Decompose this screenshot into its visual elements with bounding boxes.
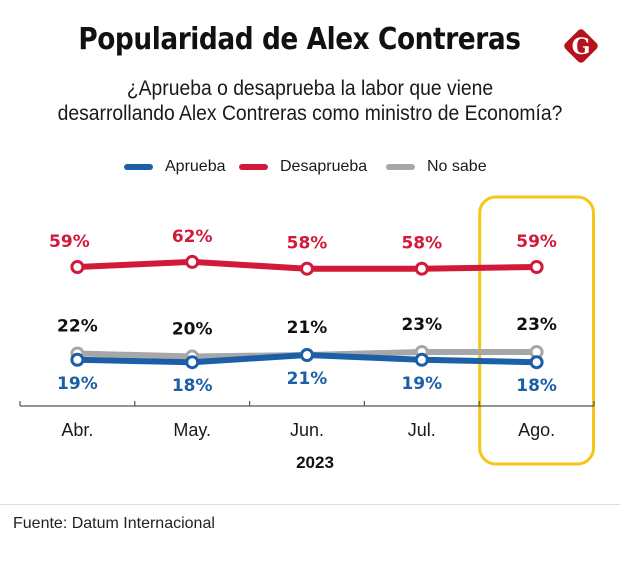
data-point-desaprueba (185, 254, 200, 269)
chart-title: Popularidad de Alex Contreras (78, 22, 521, 57)
data-label-no-sabe: 22% (57, 317, 98, 337)
legend-item-aprueba: Aprueba (124, 156, 226, 178)
legend: Aprueba Desaprueba No sabe (0, 156, 620, 178)
highlight-box (478, 195, 596, 466)
data-label-no-sabe: 23% (401, 315, 442, 335)
data-label-desaprueba: 58% (287, 234, 328, 254)
legend-item-no-sabe: No sabe (386, 156, 487, 178)
data-label-aprueba: 18% (516, 376, 557, 396)
data-point-aprueba (300, 348, 314, 362)
data-label-desaprueba: 62% (172, 227, 213, 247)
source-note: Fuente: Datum Internacional (13, 515, 215, 532)
data-label-no-sabe: 20% (172, 320, 213, 340)
data-point-desaprueba (70, 260, 85, 274)
logo-letter: G (572, 34, 591, 60)
data-point-aprueba (529, 355, 544, 370)
data-label-desaprueba: 58% (401, 234, 442, 254)
legend-item-desaprueba: Desaprueba (239, 156, 367, 178)
data-point-desaprueba (529, 260, 544, 274)
data-point-aprueba (70, 352, 85, 367)
subtitle-line-2: desarrollando Alex Contreras como minist… (57, 102, 563, 125)
data-point-aprueba (185, 355, 200, 370)
legend-swatch-desaprueba (239, 164, 268, 170)
x-tick-label: Abr. (61, 420, 93, 440)
chart-subtitle: ¿Aprueba o desaprueba la labor que viene… (25, 76, 595, 126)
data-point-desaprueba (300, 261, 314, 276)
logo-g-icon: G (564, 29, 598, 63)
x-tick-label: May. (173, 420, 211, 440)
legend-label-aprueba: Aprueba (165, 158, 226, 175)
logo-diamond (564, 29, 598, 63)
data-label-aprueba: 18% (172, 376, 213, 396)
data-label-desaprueba: 59% (516, 232, 557, 252)
x-tick-label: Jun. (290, 420, 324, 440)
legend-label-no-sabe: No sabe (427, 158, 487, 175)
data-point-aprueba (414, 352, 429, 367)
data-point-desaprueba (414, 261, 429, 276)
data-label-desaprueba: 59% (49, 232, 90, 252)
data-label-no-sabe: 23% (516, 315, 557, 335)
data-label-aprueba: 19% (401, 374, 442, 394)
x-tick-label: Jul. (408, 420, 436, 440)
data-label-no-sabe: 21% (287, 318, 328, 338)
subtitle-line-1: ¿Aprueba o desaprueba la labor que viene (126, 77, 494, 100)
data-label-aprueba: 19% (57, 374, 98, 394)
x-axis-label: 2023 (296, 453, 334, 472)
x-tick-label: Ago. (518, 420, 555, 440)
legend-swatch-no-sabe (386, 164, 415, 170)
legend-label-desaprueba: Desaprueba (280, 158, 368, 175)
data-label-aprueba: 21% (287, 369, 328, 389)
footer-divider (0, 504, 620, 505)
legend-swatch-aprueba (124, 164, 153, 170)
